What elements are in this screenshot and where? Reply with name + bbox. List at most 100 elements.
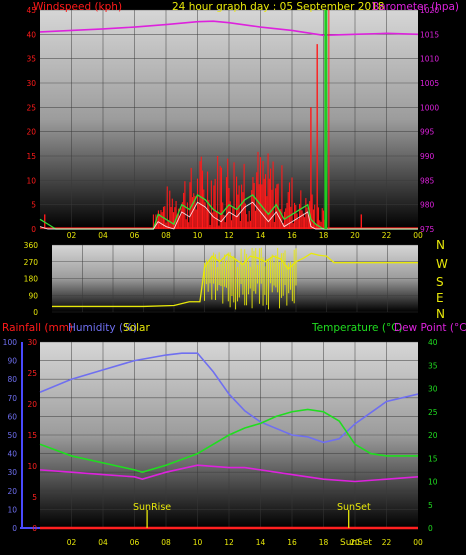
barometer-tick-label: 975 <box>420 225 435 234</box>
sunset-label-axis: SunSet <box>340 538 372 548</box>
temperature-tick-label: 10 <box>428 478 438 487</box>
wind-tick-label: 45 <box>26 6 36 15</box>
barometer-tick-label: 1000 <box>420 103 439 112</box>
temperature-x-tick-label: 12 <box>224 538 234 547</box>
wind-x-tick-label: 10 <box>193 231 203 240</box>
wind-x-tick-label: 02 <box>67 231 77 240</box>
windspeed-legend: Windspeed (kph) <box>33 1 122 13</box>
barometer-tick-label: 985 <box>420 176 435 185</box>
temperature-tick-label: 5 <box>428 501 433 510</box>
solar-legend: Solar <box>123 322 150 334</box>
wind-tick-label: 40 <box>26 30 36 39</box>
direction-tick-label: 270 <box>24 258 39 267</box>
barometer-tick-label: 1020 <box>420 6 439 15</box>
temperature-legend: Temperature (°C) <box>311 322 403 334</box>
barometer-line <box>39 20 419 37</box>
wind-x-tick-label: 00 <box>413 231 423 240</box>
wind-speed-line <box>39 201 418 230</box>
rainfall-tick-label: 5 <box>32 493 37 502</box>
humidity-tick-label: 40 <box>7 450 17 459</box>
temperature-tick-label: 30 <box>428 385 438 394</box>
barometer-legend: Barometer (hpa) <box>372 1 459 13</box>
humidity-tick-label: 10 <box>7 505 17 514</box>
compass-e: E <box>436 291 444 305</box>
humidity-tick-label: 70 <box>7 394 17 403</box>
temperature-tick-label: 20 <box>428 431 438 440</box>
rainfall-tick-label: 25 <box>27 369 37 378</box>
sunrise-label: SunRise <box>133 502 171 513</box>
temperature-x-tick-label: 04 <box>98 538 108 547</box>
wind-tick-label: 0 <box>31 225 36 234</box>
wind-tick-label: 20 <box>26 128 36 137</box>
rainfall-legend: Rainfall (mm) <box>2 322 73 334</box>
compass-s: S <box>436 275 444 289</box>
wind-direction-line <box>52 252 418 308</box>
wind-tick-label: 25 <box>26 103 36 112</box>
humidity-tick-label: 20 <box>7 487 17 496</box>
humidity-legend: Humidity (%) <box>68 322 137 334</box>
temperature-tick-label: 25 <box>428 408 438 417</box>
rainfall-tick-label: 30 <box>27 338 37 347</box>
wind-x-tick-label: 16 <box>287 231 297 240</box>
series-line <box>39 352 419 444</box>
temperature-x-tick-label: 20 <box>350 538 360 547</box>
humidity-tick-label: 80 <box>7 375 17 384</box>
direction-tick-label: 90 <box>28 291 38 300</box>
wind-x-tick-label: 08 <box>161 231 171 240</box>
temperature-x-tick-label: 06 <box>130 538 140 547</box>
temperature-tick-label: 35 <box>428 361 438 370</box>
wind-tick-label: 15 <box>26 152 36 161</box>
wind-x-tick-label: 22 <box>382 231 392 240</box>
direction-tick-label: 0 <box>33 308 38 317</box>
wind-x-tick-label: 04 <box>98 231 108 240</box>
temperature-x-tick-label: 08 <box>161 538 171 547</box>
temperature-tick-label: 0 <box>428 524 433 533</box>
dewpoint-legend: Dew Point (°C) <box>394 322 466 334</box>
temperature-x-tick-label: 14 <box>256 538 266 547</box>
temperature-x-tick-label: 18 <box>319 538 329 547</box>
rainfall-tick-label: 15 <box>27 431 37 440</box>
temperature-tick-label: 40 <box>428 338 438 347</box>
rainfall-tick-label: 0 <box>32 524 37 533</box>
barometer-tick-label: 1005 <box>420 79 439 88</box>
compass-n-bottom: N <box>436 307 445 321</box>
direction-tick-label: 360 <box>24 241 39 250</box>
humidity-tick-label: 100 <box>3 338 18 347</box>
sunset-label: SunSet <box>337 502 371 513</box>
wind-x-tick-label: 18 <box>319 231 329 240</box>
temperature-tick-label: 15 <box>428 454 438 463</box>
wind-tick-label: 30 <box>26 79 36 88</box>
wind-x-tick-label: 20 <box>350 231 360 240</box>
compass-n-top: N <box>436 238 445 252</box>
barometer-tick-label: 990 <box>420 152 435 161</box>
wind-x-tick-label: 06 <box>130 231 140 240</box>
temperature-x-tick-label: 16 <box>287 538 297 547</box>
temperature-x-tick-label: 22 <box>382 538 392 547</box>
barometer-tick-label: 1010 <box>420 55 439 64</box>
humidity-tick-label: 90 <box>7 357 17 366</box>
humidity-tick-label: 0 <box>12 524 17 533</box>
wind-x-tick-label: 14 <box>256 231 266 240</box>
direction-tick-label: 180 <box>24 275 39 284</box>
temperature-x-tick-label: 00 <box>413 538 423 547</box>
wind-x-tick-label: 12 <box>224 231 234 240</box>
compass-w: W <box>436 257 448 271</box>
barometer-tick-label: 1015 <box>420 30 439 39</box>
rainfall-tick-label: 20 <box>27 400 37 409</box>
wind-tick-label: 5 <box>31 201 36 210</box>
temperature-x-tick-label: 02 <box>67 538 77 547</box>
barometer-tick-label: 980 <box>420 201 435 210</box>
barometer-tick-label: 995 <box>420 128 435 137</box>
chart-title: 24 hour graph day : 05 September 2018 <box>172 1 384 13</box>
average-wind-line <box>39 194 418 230</box>
series-line <box>39 408 418 474</box>
wind-tick-label: 10 <box>26 176 36 185</box>
humidity-tick-label: 30 <box>7 468 17 477</box>
humidity-tick-label: 50 <box>7 431 17 440</box>
rainfall-tick-label: 10 <box>27 462 37 471</box>
wind-tick-label: 35 <box>26 55 36 64</box>
series-line <box>39 464 419 483</box>
humidity-tick-label: 60 <box>7 412 17 421</box>
temperature-x-tick-label: 10 <box>193 538 203 547</box>
